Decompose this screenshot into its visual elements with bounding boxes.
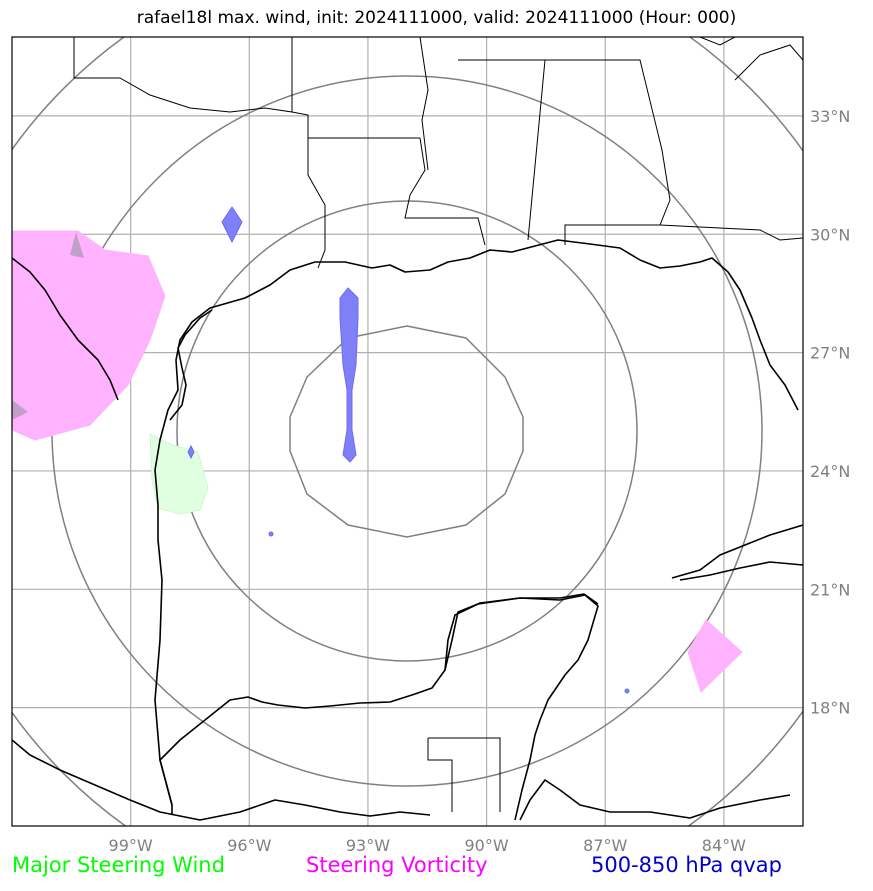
qvap-dot-2 [624,688,630,694]
map-title: rafael18l max. wind, init: 2024111000, v… [136,8,737,28]
lon-tick-label: 93°W [346,836,390,855]
qvap-small-north [221,206,243,244]
lat-tick-label: 33°N [810,107,850,126]
yucatan-coast [444,593,599,671]
qvap-dot-west [187,444,195,460]
map-frame [11,36,804,827]
gridlines [12,37,803,826]
cuba-coast [671,524,803,581]
lat-tick-label: 21°N [810,580,850,599]
lon-tick-label: 84°W [702,836,746,855]
lon-tick-label: 99°W [109,836,153,855]
vorticity-area-east [687,619,743,693]
range-ring-3 [51,75,763,787]
lon-tick-label: 87°W [583,836,627,855]
qvap-dot-1 [268,531,274,537]
coastlines [12,239,803,821]
lat-tick-label: 18°N [810,699,850,718]
range-ring-1 [289,325,524,538]
qvap-areas [187,206,630,694]
texas-inner [169,309,213,421]
range-ring-2 [176,200,638,662]
vorticity-shade [12,232,84,420]
legend-steering-wind: Major Steering Wind [12,853,225,877]
legend-steering-vorticity: Steering Vorticity [306,853,488,877]
mexico-pacific-2 [12,739,431,821]
latitude-tick-labels: 18°N 21°N 24°N 27°N 30°N 33°N [810,107,850,718]
lat-tick-label: 27°N [810,344,850,363]
mexico-west-coast [154,239,799,806]
qvap-streak [339,287,359,463]
steering-vorticity-areas [12,230,743,693]
lat-tick-label: 24°N [810,462,850,481]
lat-tick-label: 30°N [810,225,850,244]
mexico-pacific [12,257,119,401]
central-america-coast [519,779,791,821]
legend-qvap: 500-850 hPa qvap [591,853,782,877]
longitude-tick-labels: 99°W 96°W 93°W 90°W 87°W 84°W [109,836,747,855]
state-borders [73,37,803,812]
vorticity-area-west [12,230,166,441]
lon-tick-label: 90°W [465,836,509,855]
lon-tick-label: 96°W [227,836,271,855]
